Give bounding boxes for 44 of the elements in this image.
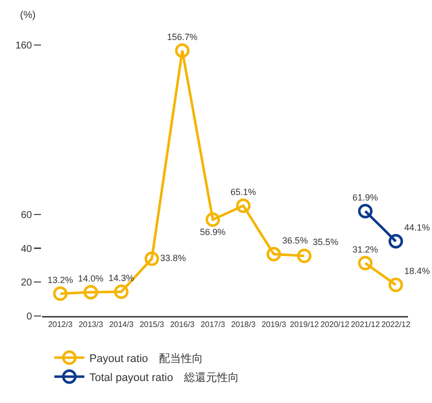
x-tick-label: 2022/12 xyxy=(381,320,411,330)
y-tick-label: 60 xyxy=(20,210,32,221)
x-tick-label: 2016/3 xyxy=(170,320,196,330)
y-tick-label: 40 xyxy=(20,244,32,255)
y-axis-title: (%) xyxy=(20,10,36,21)
data-label: 33.8% xyxy=(160,253,186,263)
y-tick-label: 0 xyxy=(26,312,32,322)
x-tick-label: 2013/3 xyxy=(78,320,104,330)
point xyxy=(175,43,190,58)
y-tick-label: 20 xyxy=(20,278,32,289)
x-tick-label: 2018/3 xyxy=(231,320,256,330)
point xyxy=(144,252,160,266)
point xyxy=(53,286,68,301)
x-tick-label: 2012/3 xyxy=(48,320,74,330)
data-label: 18.4% xyxy=(404,266,430,276)
data-label: 13.2% xyxy=(48,274,74,285)
data-label: 35.5% xyxy=(312,237,338,248)
point xyxy=(297,248,312,264)
legend-label: Total payout ratio 総還元性向 xyxy=(89,372,240,384)
data-label: 61.9% xyxy=(352,192,378,202)
data-label: 36.5% xyxy=(282,235,308,246)
legend-label: Payout ratio 配当性向 xyxy=(89,352,204,365)
data-label: 14.0% xyxy=(78,274,104,284)
x-tick-label: 2014/3 xyxy=(109,320,134,330)
x-tick-label: 2019/3 xyxy=(262,320,287,330)
x-tick-label: 2015/3 xyxy=(140,320,165,330)
x-tick-label: 2021/12 xyxy=(350,320,380,330)
point xyxy=(236,198,251,213)
y-tick-label: 160 xyxy=(15,40,32,52)
x-tick-label: 2020/12 xyxy=(320,320,350,330)
point xyxy=(266,246,282,262)
data-label: 65.1% xyxy=(230,186,256,197)
x-tick-label: 2019/12 xyxy=(290,320,320,330)
data-label: 56.9% xyxy=(200,226,226,237)
point xyxy=(84,285,98,300)
x-tick-label: 2017/3 xyxy=(200,320,226,330)
data-label: 14.3% xyxy=(108,273,134,284)
data-label: 156.7% xyxy=(167,32,198,42)
point xyxy=(114,284,129,300)
point xyxy=(206,212,220,227)
data-label: 31.2% xyxy=(352,244,378,254)
data-label: 44.1% xyxy=(404,222,430,233)
point xyxy=(358,204,373,218)
point xyxy=(388,234,404,249)
